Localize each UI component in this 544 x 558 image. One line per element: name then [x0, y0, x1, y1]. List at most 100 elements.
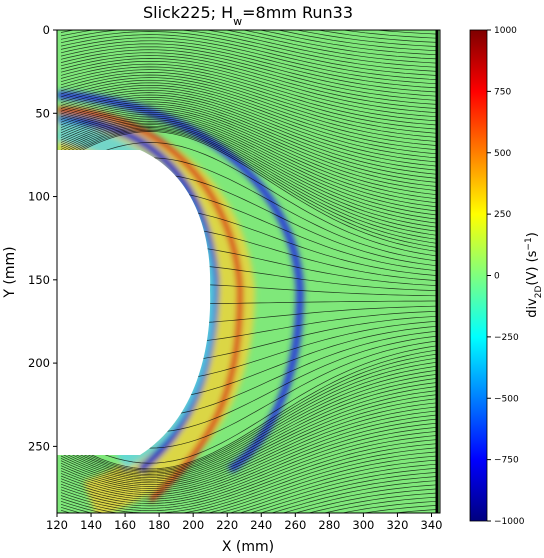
x-tick-label: 140 [80, 518, 102, 532]
streamline [60, 111, 438, 204]
streamline [60, 463, 438, 513]
streamline [60, 107, 438, 196]
x-tick-label: 220 [216, 518, 238, 532]
colorbar-tick-label: 1000 [494, 26, 517, 36]
streamline [258, 30, 438, 56]
streamline [60, 109, 438, 200]
streamline [60, 87, 438, 159]
streamline [322, 496, 438, 513]
streamline [307, 492, 438, 513]
streamline [294, 488, 438, 513]
streamline [60, 96, 438, 175]
streamline [60, 414, 438, 498]
title-text: =8mm Run33 [242, 3, 353, 22]
streamline [60, 349, 438, 470]
streamline [340, 500, 438, 513]
streamline [60, 142, 438, 257]
streamline [60, 353, 438, 471]
body [57, 150, 211, 455]
streamline [60, 119, 438, 220]
field [57, 30, 440, 513]
streamline [276, 30, 438, 52]
streamline [340, 30, 438, 39]
streamline [60, 58, 438, 114]
colorbar-label: div2D(V) (s−1) [524, 232, 544, 318]
streamline [60, 443, 438, 513]
y-axis-label: Y (mm) [2, 246, 18, 298]
streamline [60, 128, 438, 244]
x-tick-label: 280 [318, 518, 340, 532]
streamline [60, 131, 438, 252]
streamline [60, 382, 438, 482]
title-subscript: w [233, 15, 242, 28]
y-tick-label: 150 [28, 273, 50, 287]
streamline [60, 55, 438, 109]
streamline [281, 484, 438, 513]
x-tick-label: 320 [386, 518, 408, 532]
colorbar-label-superscript: −1 [524, 237, 534, 250]
streamline [60, 124, 438, 232]
colorbar-label-text: div [525, 298, 540, 318]
streamline [60, 103, 438, 187]
streamline [60, 105, 438, 191]
streamline [60, 422, 438, 502]
x-axis-label: X (mm) [222, 539, 274, 555]
colorbar [469, 29, 488, 522]
streamline [294, 30, 438, 47]
streamline [60, 71, 438, 134]
streamline [60, 94, 438, 171]
streamline [60, 439, 438, 512]
streamline [60, 418, 438, 500]
streamline [60, 361, 438, 474]
colorbar-tick-label: −250 [494, 333, 519, 343]
streamline [60, 101, 438, 183]
streamline [60, 455, 438, 513]
streamline [60, 79, 438, 146]
streamline [60, 115, 438, 212]
x-tick-label: 300 [352, 518, 374, 532]
y-tick-label: 200 [28, 356, 50, 370]
streamline [60, 435, 438, 509]
streamline [60, 390, 438, 486]
y-tick-label: 100 [28, 190, 50, 204]
streamline [60, 52, 438, 105]
streamline [60, 410, 438, 496]
streamline [60, 459, 438, 513]
streamline [60, 69, 438, 130]
streamline [60, 125, 438, 236]
streamline [60, 345, 438, 464]
streamline [60, 34, 438, 80]
streamline [60, 113, 438, 208]
x-tick-label: 260 [284, 518, 306, 532]
streamline [60, 373, 438, 479]
title-text: Slick225; H [143, 3, 233, 22]
streamline [60, 40, 438, 89]
colorbar-tick-label: −1000 [494, 517, 525, 527]
x-tick-label: 340 [421, 518, 443, 532]
streamline [60, 63, 438, 122]
streamline [241, 30, 438, 60]
streamline [249, 472, 438, 513]
x-tick-label: 120 [46, 518, 68, 532]
colorbar-tick-label: −500 [494, 394, 519, 404]
y-tick-label: 250 [28, 439, 50, 453]
streamline [60, 431, 438, 507]
y-tick-label: 0 [43, 23, 50, 37]
streamline [60, 127, 438, 240]
streamline [60, 117, 438, 216]
chart-title: Slick225; Hw=8mm Run33 [143, 3, 353, 28]
streamline [60, 365, 438, 475]
colorbar-tick-label: 750 [494, 87, 511, 97]
streamline [60, 406, 438, 493]
streamline [60, 30, 438, 64]
streamline [60, 46, 438, 97]
streamline [60, 386, 438, 484]
streamline [259, 476, 438, 513]
streamline [60, 426, 438, 504]
streamline [60, 402, 438, 491]
streamline [60, 89, 438, 163]
streamline [60, 447, 438, 513]
colorbar-label-text: ) [525, 232, 540, 237]
colorbar-label-text: (V) (s [525, 250, 540, 285]
